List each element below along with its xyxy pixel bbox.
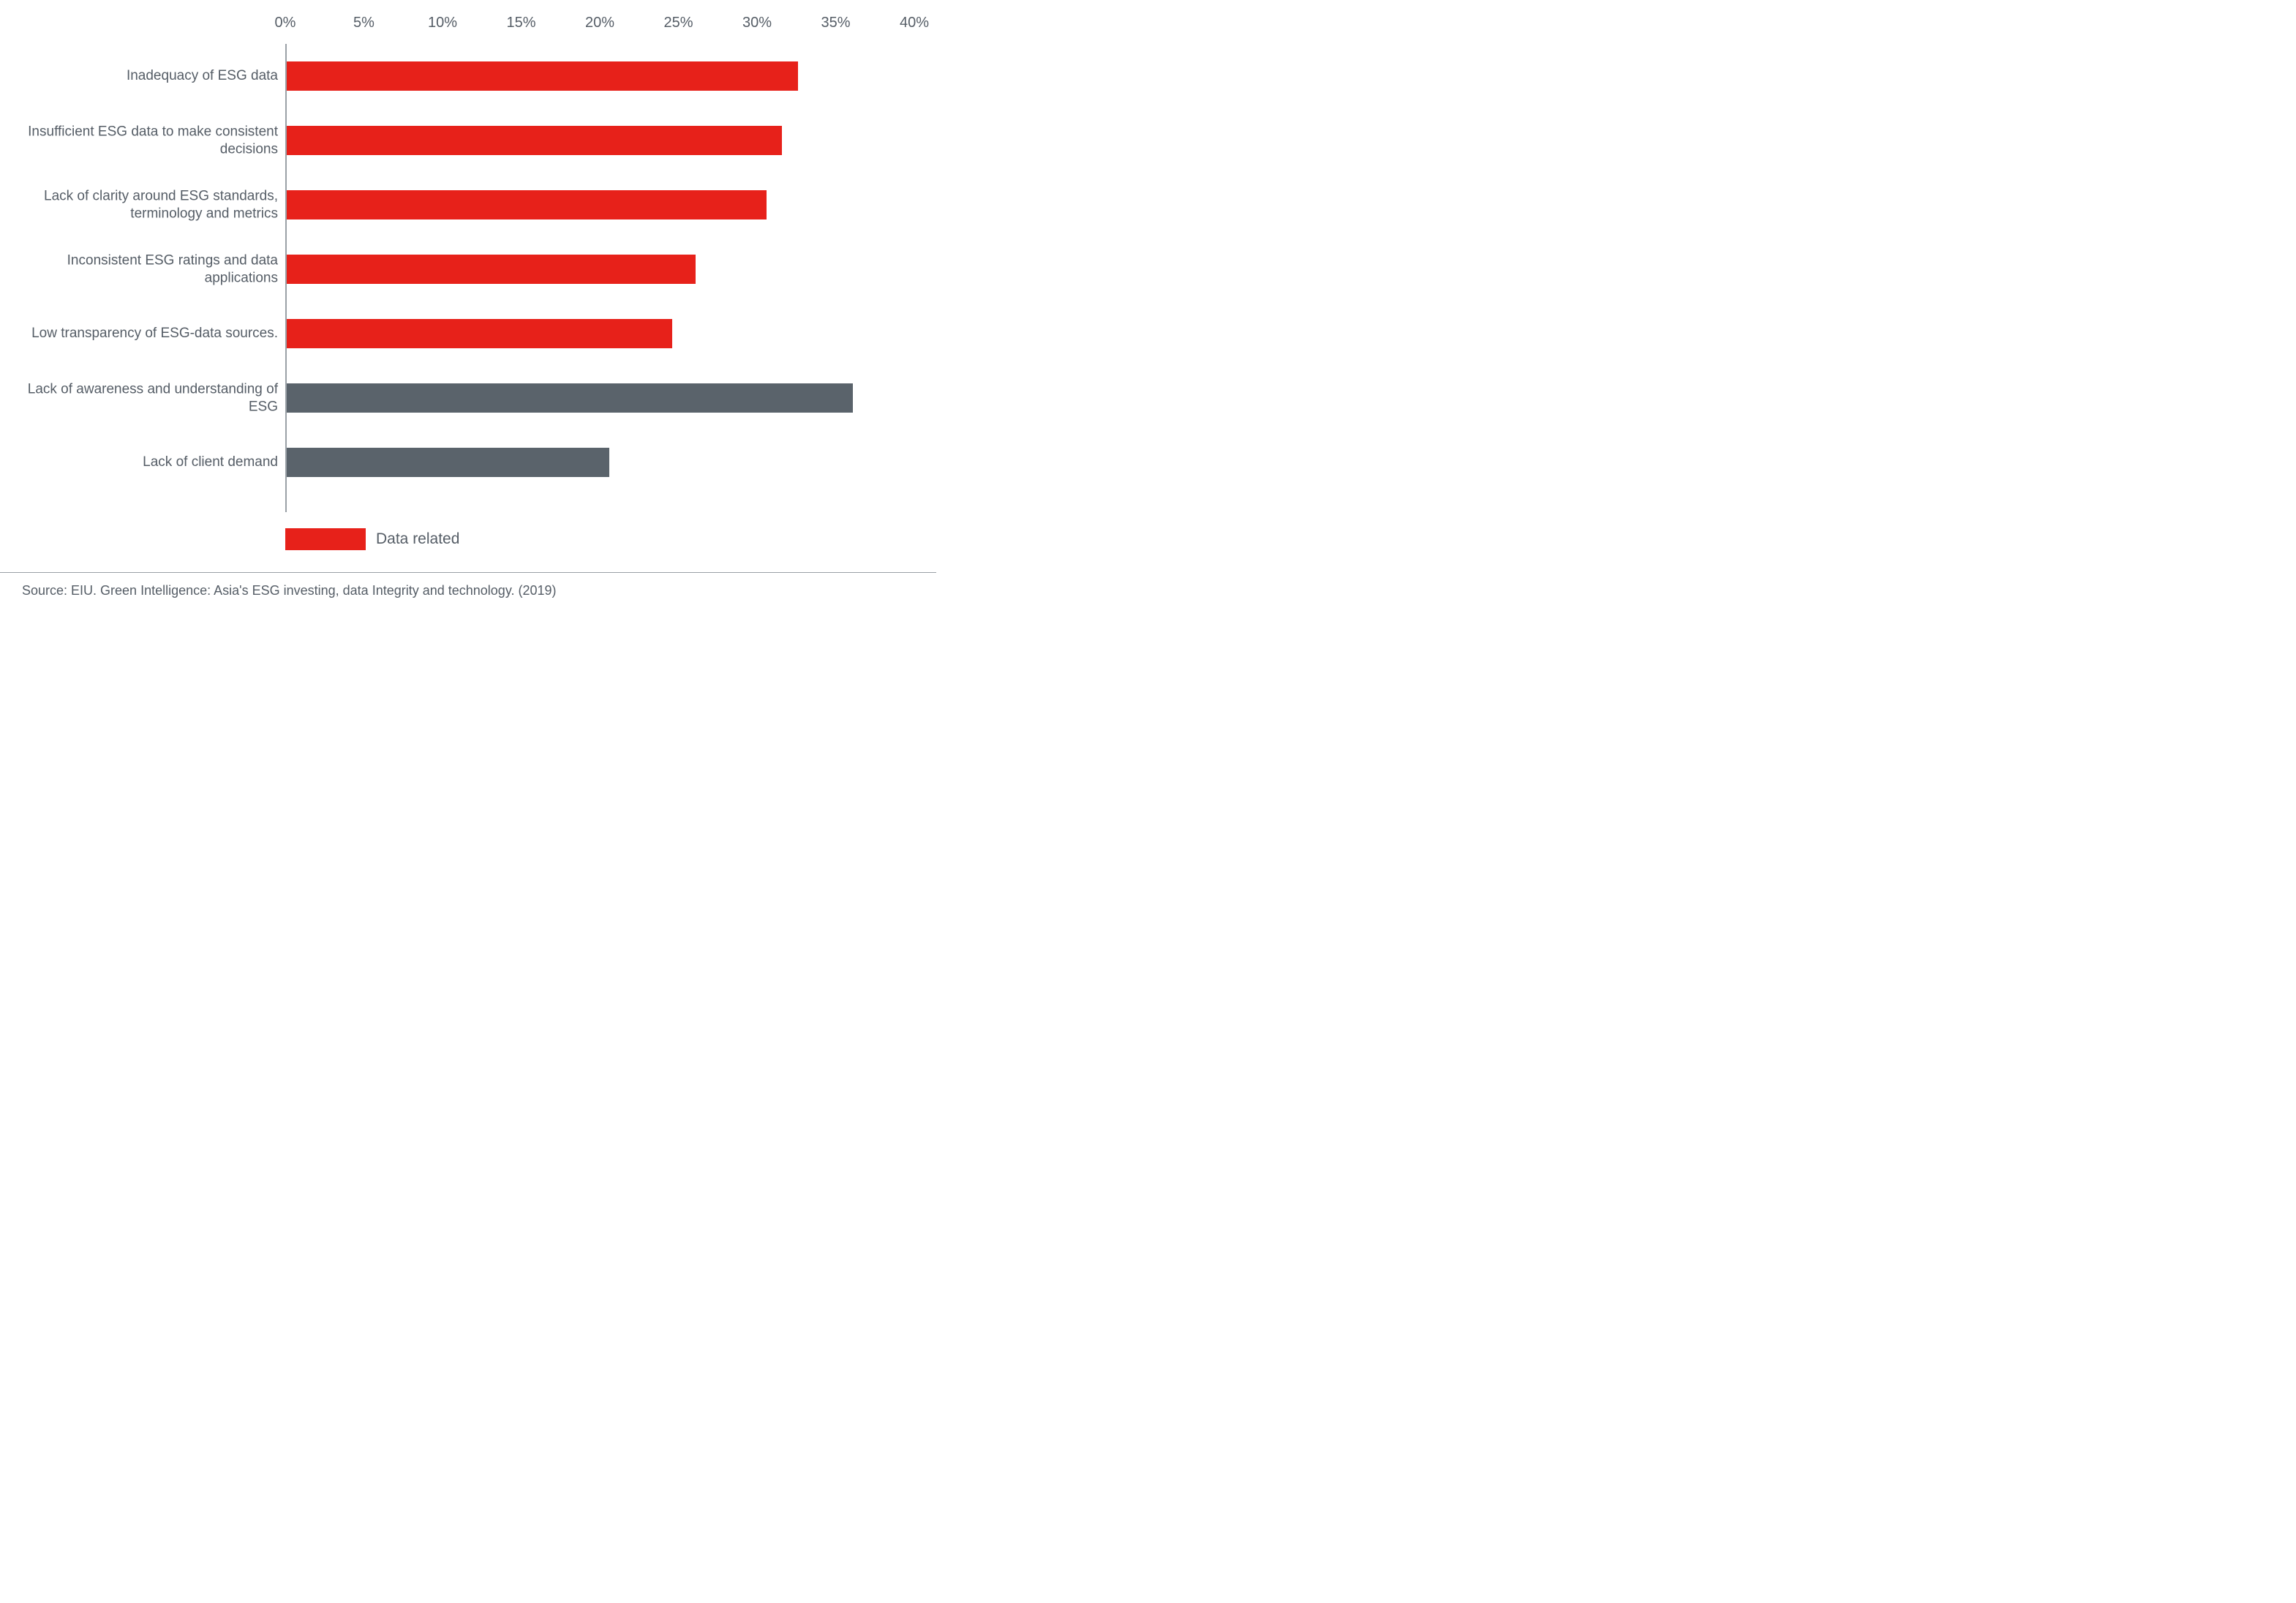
bar xyxy=(287,255,696,284)
y-label: Insufficient ESG data to make consistent… xyxy=(22,123,278,158)
x-tick-label: 30% xyxy=(742,15,772,31)
legend-swatch xyxy=(285,528,366,550)
source-citation: Source: EIU. Green Intelligence: Asia's … xyxy=(0,572,936,620)
x-axis: 0% 5% 10% 15% 20% 25% 30% 35% 40% xyxy=(285,15,914,37)
x-tick-label: 40% xyxy=(900,15,929,31)
bar xyxy=(287,61,798,91)
x-tick-label: 20% xyxy=(585,15,614,31)
y-label: Lack of client demand xyxy=(22,454,278,471)
y-label: Low transparency of ESG-data sources. xyxy=(22,325,278,342)
bar xyxy=(287,448,609,477)
y-label: Inadequacy of ESG data xyxy=(22,67,278,85)
legend: Data related xyxy=(285,528,914,565)
x-tick-label: 35% xyxy=(821,15,850,31)
bar xyxy=(287,190,767,219)
bar xyxy=(287,383,853,413)
x-tick-label: 15% xyxy=(506,15,535,31)
bar xyxy=(287,126,782,155)
y-label: Lack of clarity around ESG standards, te… xyxy=(22,187,278,222)
x-tick-label: 10% xyxy=(428,15,457,31)
bar xyxy=(287,319,672,348)
x-tick-label: 5% xyxy=(353,15,374,31)
bars-region xyxy=(285,44,914,512)
y-label: Inconsistent ESG ratings and data applic… xyxy=(22,252,278,287)
legend-label: Data related xyxy=(376,530,459,548)
x-tick-label: 0% xyxy=(275,15,296,31)
y-label: Lack of awareness and understanding of E… xyxy=(22,380,278,416)
chart-container: Inadequacy of ESG data Insufficient ESG … xyxy=(0,0,936,572)
y-axis-labels: Inadequacy of ESG data Insufficient ESG … xyxy=(22,15,285,512)
x-tick-label: 25% xyxy=(663,15,693,31)
plot-area: Inadequacy of ESG data Insufficient ESG … xyxy=(22,15,914,512)
plot: 0% 5% 10% 15% 20% 25% 30% 35% 40% xyxy=(285,15,914,512)
